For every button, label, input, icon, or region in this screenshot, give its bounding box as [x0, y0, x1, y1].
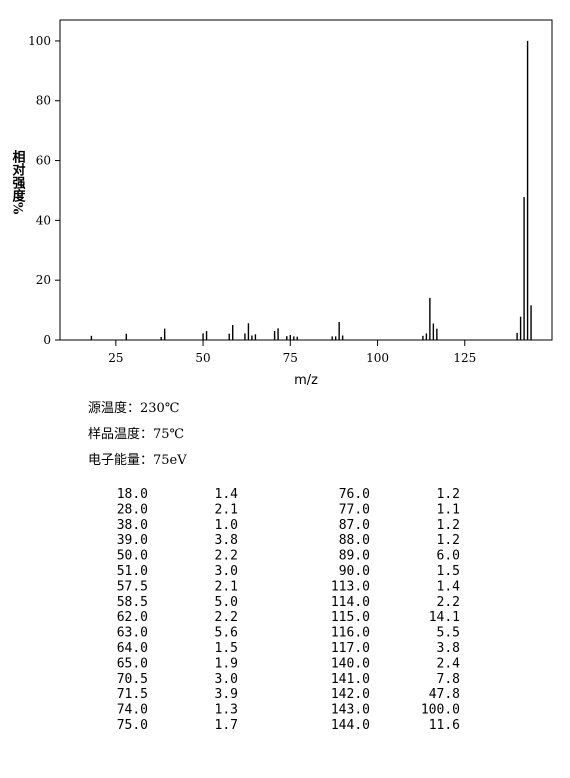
y-axis-label: 相对强度%	[10, 149, 26, 215]
table-cell: 114.0	[331, 595, 370, 610]
table-cell: 11.6	[429, 718, 460, 733]
y-tick-label: 40	[36, 213, 51, 227]
table-cell: 5.6	[215, 626, 238, 641]
table-cell: 116.0	[331, 626, 370, 641]
table-cell: 1.0	[215, 518, 238, 533]
table-cell: 3.9	[215, 687, 238, 702]
table-cell: 65.0	[117, 656, 148, 671]
table-cell: 3.8	[437, 641, 460, 656]
table-cell: 50.0	[117, 549, 148, 564]
table-cell: 2.2	[437, 595, 460, 610]
table-cell: 88.0	[339, 533, 370, 548]
x-tick-label: 25	[108, 351, 123, 365]
table-cell: 47.8	[429, 687, 460, 702]
y-tick-label: 80	[36, 94, 51, 108]
table-cell: 1.5	[437, 564, 460, 579]
table-cell: 2.1	[215, 579, 238, 594]
table-cell: 2.2	[215, 549, 238, 564]
plot-frame	[59, 19, 553, 341]
table-cell: 57.5	[117, 579, 148, 594]
table-cell: 113.0	[331, 579, 370, 594]
table-cell: 75.0	[117, 718, 148, 733]
table-cell: 62.0	[117, 610, 148, 625]
info-line: 源温度：230℃	[88, 400, 179, 416]
table-cell: 1.7	[215, 718, 238, 733]
table-cell: 70.5	[117, 672, 148, 687]
y-tick-label: 0	[43, 333, 51, 347]
table-cell: 74.0	[117, 703, 148, 718]
table-cell: 39.0	[117, 533, 148, 548]
table-cell: 58.5	[117, 595, 148, 610]
table-cell: 142.0	[331, 687, 370, 702]
x-tick-label: 100	[366, 351, 389, 365]
table-cell: 1.9	[215, 656, 238, 671]
table-cell: 51.0	[117, 564, 148, 579]
table-cell: 141.0	[331, 672, 370, 687]
table-cell: 7.8	[437, 672, 460, 687]
table-cell: 3.8	[215, 533, 238, 548]
table-cell: 63.0	[117, 626, 148, 641]
table-cell: 38.0	[117, 518, 148, 533]
y-tick-label: 100	[28, 34, 51, 48]
table-cell: 77.0	[339, 502, 370, 517]
table-cell: 5.5	[437, 626, 460, 641]
table-cell: 1.5	[215, 641, 238, 656]
table-cell: 140.0	[331, 656, 370, 671]
table-cell: 18.0	[117, 487, 148, 502]
table-cell: 14.1	[429, 610, 460, 625]
info-line: 样品温度：75℃	[88, 426, 184, 442]
table-cell: 3.0	[215, 672, 238, 687]
x-axis-label: m/z	[294, 373, 318, 388]
table-cell: 1.2	[437, 533, 460, 548]
x-tick-label: 75	[283, 351, 298, 365]
x-tick-label: 125	[453, 351, 476, 365]
table-cell: 1.2	[437, 518, 460, 533]
table-cell: 1.3	[215, 703, 238, 718]
y-tick-label: 60	[36, 154, 51, 168]
table-cell: 1.2	[437, 487, 460, 502]
table-cell: 76.0	[339, 487, 370, 502]
table-cell: 64.0	[117, 641, 148, 656]
table-cell: 144.0	[331, 718, 370, 733]
table-cell: 90.0	[339, 564, 370, 579]
y-tick-label: 20	[36, 273, 51, 287]
table-cell: 2.2	[215, 610, 238, 625]
table-cell: 71.5	[117, 687, 148, 702]
x-tick-label: 50	[195, 351, 210, 365]
table-cell: 117.0	[331, 641, 370, 656]
table-cell: 2.1	[215, 502, 238, 517]
table-cell: 3.0	[215, 564, 238, 579]
table-cell: 1.4	[215, 487, 239, 502]
table-cell: 115.0	[331, 610, 370, 625]
table-cell: 2.4	[437, 656, 461, 671]
table-cell: 1.4	[437, 579, 461, 594]
info-line: 电子能量：75eV	[88, 453, 187, 468]
table-cell: 5.0	[215, 595, 238, 610]
table-cell: 28.0	[117, 502, 148, 517]
table-cell: 6.0	[437, 549, 460, 564]
table-cell: 87.0	[339, 518, 370, 533]
table-cell: 89.0	[339, 549, 370, 564]
table-cell: 143.0	[331, 703, 370, 718]
table-cell: 100.0	[421, 703, 460, 718]
table-cell: 1.1	[437, 502, 460, 517]
